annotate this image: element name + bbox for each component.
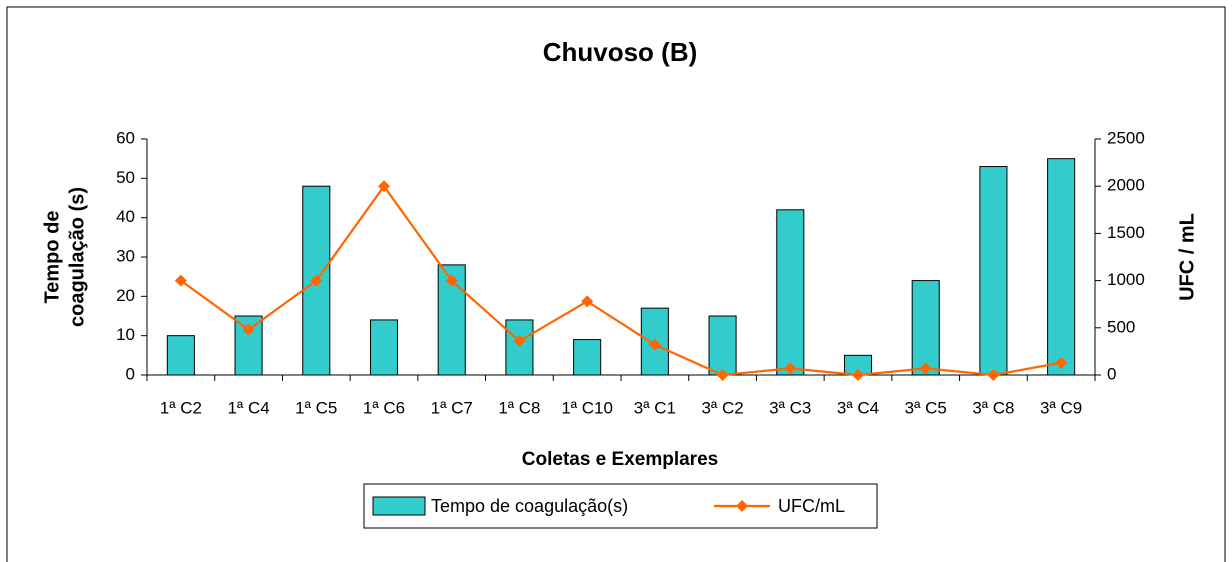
bar — [911, 280, 940, 376]
legend-label: Tempo de coagulação(s) — [431, 496, 628, 516]
legend-swatch — [372, 496, 426, 516]
marker — [716, 369, 729, 381]
x-tick-label: 3ª C5 — [905, 398, 947, 417]
y-tick-label: 20 — [116, 286, 135, 305]
y-tick-label: 10 — [116, 325, 135, 344]
marker — [174, 274, 187, 287]
marker — [310, 274, 323, 287]
x-tick-label: 1ª C10 — [561, 398, 613, 417]
marker — [445, 274, 458, 287]
y-tick-label: 60 — [116, 128, 135, 147]
x-tick-label: 3ª C2 — [701, 398, 743, 417]
bar — [776, 209, 805, 376]
legend-label: UFC/mL — [778, 496, 845, 516]
x-tick-label: 3ª C8 — [972, 398, 1014, 417]
marker — [852, 369, 864, 381]
bar — [708, 315, 737, 376]
y2-axis-label: UFC / mL — [1176, 213, 1198, 301]
y2-tick-label: 1000 — [1107, 270, 1145, 289]
marker — [648, 338, 661, 351]
marker — [513, 335, 526, 348]
x-tick-label: 3ª C9 — [1040, 398, 1082, 417]
bar — [1047, 158, 1076, 376]
x-tick-label: 1ª C8 — [498, 398, 540, 417]
marker — [581, 295, 594, 308]
line — [180, 184, 1062, 377]
x-tick-label: 1ª C7 — [431, 398, 473, 417]
y2-tick-label: 500 — [1107, 317, 1135, 336]
x-tick-label: 3ª C1 — [634, 398, 676, 417]
marker — [1055, 356, 1068, 369]
bar — [369, 319, 399, 376]
y-tick-label: 40 — [116, 207, 135, 226]
x-axis-label: Coletas e Exemplares — [522, 449, 718, 470]
x-tick-label: 3ª C4 — [837, 398, 879, 417]
x-tick-label: 1ª C4 — [227, 398, 269, 417]
x-tick-label: 1ª C6 — [363, 398, 405, 417]
marker — [987, 369, 1000, 381]
y2-tick-label: 1500 — [1107, 223, 1145, 242]
bar — [505, 319, 534, 376]
x-tick-label: 3ª C3 — [769, 398, 811, 417]
marker — [378, 180, 390, 193]
legend-marker — [736, 500, 748, 512]
y-tick-label: 0 — [126, 364, 135, 383]
x-tick-label: 1ª C5 — [295, 398, 337, 417]
legend-box — [363, 483, 878, 529]
bar — [166, 335, 195, 376]
bar — [573, 339, 602, 376]
y2-tick-label: 2500 — [1107, 128, 1145, 147]
y2-tick-label: 0 — [1107, 364, 1116, 383]
chart-border — [6, 6, 1226, 562]
x-tick-label: 1ª C2 — [160, 398, 202, 417]
y2-tick-label: 2000 — [1107, 176, 1145, 195]
y-axis-label: Tempo de — [41, 211, 63, 304]
chart-title: Chuvoso (B) — [543, 37, 698, 67]
marker — [242, 323, 255, 336]
marker — [919, 362, 932, 375]
y-tick-label: 50 — [116, 168, 135, 187]
bar — [979, 166, 1008, 376]
marker — [784, 362, 797, 375]
y-tick-label: 30 — [116, 246, 135, 265]
y-axis-label: coagulação (s) — [66, 187, 88, 327]
